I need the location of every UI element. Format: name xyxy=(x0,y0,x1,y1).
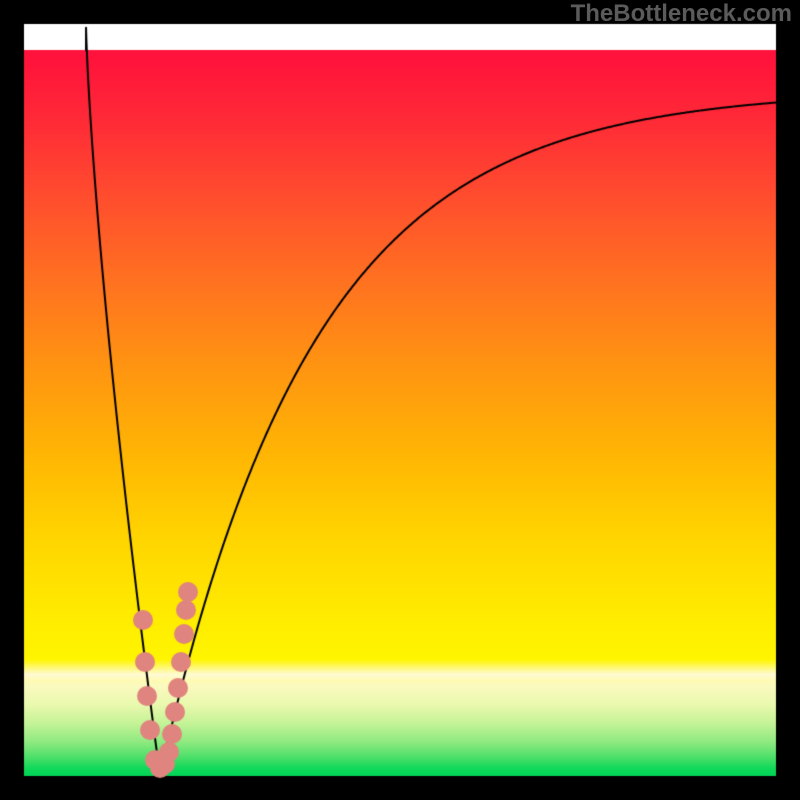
chart-canvas xyxy=(0,0,800,800)
attribution-label: TheBottleneck.com xyxy=(571,0,792,28)
bottleneck-chart: TheBottleneck.com xyxy=(0,0,800,800)
